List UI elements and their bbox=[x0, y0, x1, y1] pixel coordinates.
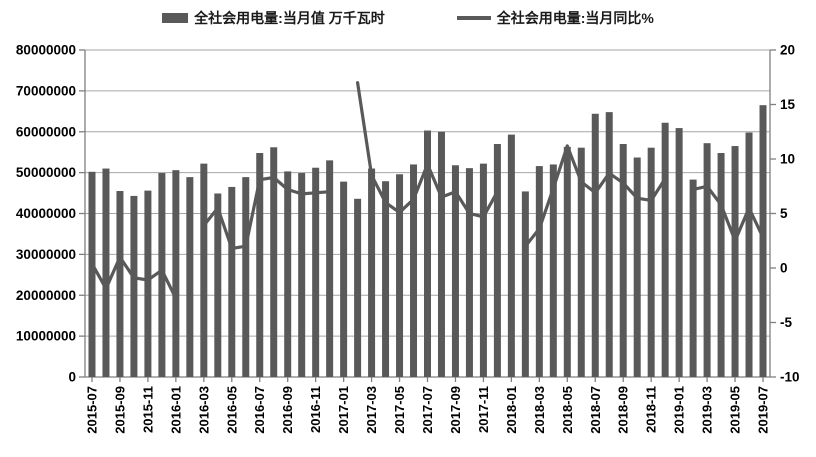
right-axis-tick-label: -10 bbox=[780, 370, 800, 385]
bar bbox=[605, 112, 613, 377]
legend-bar-label: 全社会用电量:当月值 万千瓦时 bbox=[194, 10, 385, 26]
x-axis-tick-label: 2015-11 bbox=[140, 386, 155, 433]
bar bbox=[675, 128, 683, 377]
bar bbox=[340, 181, 348, 377]
left-axis-tick-label: 0 bbox=[68, 370, 76, 385]
bar bbox=[200, 163, 208, 377]
x-axis-tick-label: 2018-09 bbox=[616, 386, 631, 434]
bar bbox=[563, 146, 571, 377]
x-axis-tick-label: 2018-11 bbox=[644, 386, 659, 433]
left-axis-tick-label: 80000000 bbox=[16, 43, 76, 58]
right-axis-tick-label: -5 bbox=[780, 315, 792, 330]
x-axis-tick-label: 2017-07 bbox=[420, 386, 435, 434]
x-axis-tick-label: 2018-03 bbox=[532, 386, 547, 434]
bar bbox=[312, 167, 320, 377]
left-axis-tick-label: 60000000 bbox=[16, 124, 76, 139]
bar bbox=[228, 186, 236, 377]
yoy-line bbox=[90, 81, 765, 301]
bar bbox=[535, 166, 543, 377]
bar bbox=[591, 113, 599, 377]
x-axis-tick-label: 2017-11 bbox=[476, 386, 491, 433]
legend-item-bar: 全社会用电量:当月值 万千瓦时 bbox=[162, 8, 385, 28]
bar bbox=[703, 143, 711, 377]
bar bbox=[493, 144, 501, 377]
bar bbox=[326, 160, 334, 377]
bar bbox=[759, 105, 767, 378]
bar bbox=[633, 157, 641, 377]
right-axis-tick-label: 0 bbox=[780, 261, 788, 276]
left-axis-tick-label: 30000000 bbox=[16, 247, 76, 262]
x-axis-tick-label: 2018-05 bbox=[560, 386, 575, 434]
left-axis-tick-label: 50000000 bbox=[16, 165, 76, 180]
x-axis-tick-label: 2018-07 bbox=[588, 386, 603, 434]
x-axis-tick-label: 2016-05 bbox=[224, 386, 239, 434]
x-axis-tick-label: 2016-01 bbox=[168, 386, 183, 434]
x-axis-tick-label: 2017-03 bbox=[364, 386, 379, 434]
bar bbox=[186, 177, 194, 377]
bar bbox=[382, 181, 390, 377]
line-series-swatch-icon bbox=[456, 16, 491, 20]
x-axis-tick-label: 2016-09 bbox=[280, 386, 295, 434]
bar bbox=[465, 168, 473, 377]
bar bbox=[88, 171, 96, 377]
bar bbox=[354, 198, 362, 377]
right-axis-tick-label: 20 bbox=[780, 43, 795, 58]
bar-series-swatch-icon bbox=[162, 13, 189, 23]
legend-line-label: 全社会用电量:当月同比% bbox=[496, 10, 654, 26]
x-axis-tick-label: 2015-09 bbox=[112, 386, 127, 434]
bar bbox=[745, 132, 753, 377]
x-axis-tick-label: 2019-07 bbox=[756, 386, 771, 434]
x-axis-tick-label: 2019-03 bbox=[700, 386, 715, 434]
x-axis-tick-label: 2015-07 bbox=[84, 386, 99, 434]
left-axis-tick-label: 40000000 bbox=[16, 206, 76, 221]
bar bbox=[647, 147, 655, 377]
bar bbox=[689, 179, 697, 377]
bar bbox=[437, 131, 445, 377]
bar bbox=[451, 165, 459, 377]
bar bbox=[102, 168, 110, 377]
legend-item-line: 全社会用电量:当月同比% bbox=[456, 8, 654, 28]
bar bbox=[549, 164, 557, 377]
bar bbox=[368, 168, 376, 377]
bar bbox=[507, 134, 515, 377]
x-axis-tick-label: 2018-01 bbox=[504, 386, 519, 434]
left-axis-tick-label: 70000000 bbox=[16, 83, 76, 98]
x-axis-tick-label: 2017-01 bbox=[336, 386, 351, 434]
bar bbox=[479, 163, 487, 377]
bar bbox=[270, 147, 278, 377]
bar bbox=[214, 193, 222, 377]
right-axis-tick-label: 5 bbox=[780, 206, 788, 221]
bar bbox=[144, 190, 152, 377]
x-axis-tick-label: 2016-03 bbox=[196, 386, 211, 434]
bar bbox=[661, 122, 669, 377]
bar bbox=[410, 164, 418, 377]
x-axis-tick-label: 2017-05 bbox=[392, 386, 407, 434]
left-axis-tick-label: 10000000 bbox=[16, 329, 76, 344]
left-axis-tick-label: 20000000 bbox=[16, 288, 76, 303]
right-axis-tick-label: 10 bbox=[780, 152, 795, 167]
bar bbox=[158, 173, 166, 377]
bar bbox=[298, 173, 306, 377]
bar bbox=[424, 130, 431, 377]
bar bbox=[717, 153, 725, 377]
x-axis-tick-label: 2016-11 bbox=[308, 386, 323, 433]
chart-legend: 全社会用电量:当月值 万千瓦时 全社会用电量:当月同比% bbox=[0, 8, 816, 28]
x-axis-tick-label: 2019-05 bbox=[728, 386, 743, 434]
right-axis-tick-label: 15 bbox=[780, 97, 796, 112]
bar bbox=[116, 191, 124, 377]
x-axis-tick-label: 2017-09 bbox=[448, 386, 463, 434]
x-axis-tick-label: 2019-01 bbox=[672, 386, 687, 434]
bar bbox=[731, 146, 739, 377]
bar bbox=[242, 177, 250, 377]
bar bbox=[521, 191, 529, 377]
bar bbox=[577, 147, 585, 377]
x-axis-tick-label: 2016-07 bbox=[252, 386, 267, 434]
bar bbox=[619, 144, 627, 377]
bar bbox=[130, 195, 138, 377]
bar bbox=[284, 171, 292, 377]
bar bbox=[256, 153, 264, 377]
bar bbox=[172, 170, 180, 377]
bar bbox=[396, 174, 404, 377]
